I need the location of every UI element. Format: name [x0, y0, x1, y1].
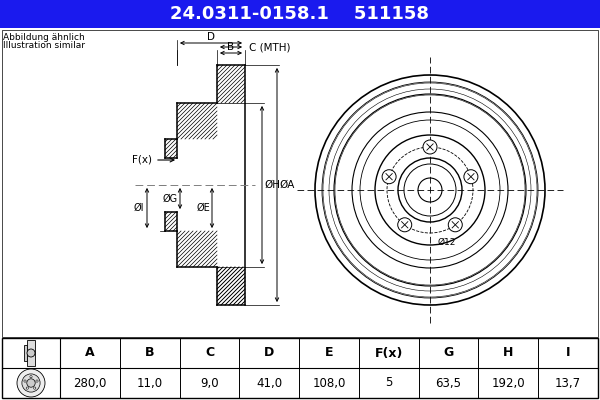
Text: B: B	[145, 346, 154, 360]
Bar	[165, 212, 177, 231]
Text: A: A	[85, 346, 95, 360]
Bar	[165, 139, 177, 158]
Text: 192,0: 192,0	[491, 376, 525, 390]
Text: F(x): F(x)	[132, 155, 152, 165]
Text: G: G	[443, 346, 454, 360]
Text: ØA: ØA	[279, 180, 295, 190]
Circle shape	[382, 170, 396, 184]
Circle shape	[26, 387, 28, 389]
Bar	[217, 65, 245, 103]
Text: Abbildung ähnlich: Abbildung ähnlich	[3, 32, 85, 42]
Text: I: I	[566, 346, 571, 360]
Text: C (MTH): C (MTH)	[249, 42, 290, 52]
Circle shape	[398, 218, 412, 232]
Bar	[0, 0, 600, 28]
Text: 63,5: 63,5	[436, 376, 461, 390]
Bar	[165, 158, 177, 212]
Circle shape	[36, 380, 38, 382]
Text: ØI: ØI	[133, 203, 144, 213]
Circle shape	[315, 75, 545, 305]
Text: 13,7: 13,7	[555, 376, 581, 390]
Text: Ø12: Ø12	[438, 238, 457, 247]
Text: 9,0: 9,0	[200, 376, 219, 390]
Circle shape	[27, 349, 35, 357]
Circle shape	[30, 376, 32, 378]
Text: D: D	[264, 346, 274, 360]
Bar	[217, 267, 245, 305]
Text: 5: 5	[385, 376, 392, 390]
Text: 11,0: 11,0	[137, 376, 163, 390]
Text: ØG: ØG	[163, 194, 178, 204]
Text: H: H	[503, 346, 514, 360]
Text: F(x): F(x)	[374, 346, 403, 360]
Text: Illustration similar: Illustration similar	[3, 42, 85, 50]
Bar	[177, 103, 217, 139]
Text: D: D	[207, 32, 215, 42]
Circle shape	[448, 218, 462, 232]
Text: 280,0: 280,0	[73, 376, 107, 390]
Bar	[24, 345, 27, 361]
Bar	[177, 231, 217, 267]
Circle shape	[34, 387, 36, 389]
Text: 41,0: 41,0	[256, 376, 282, 390]
Bar	[217, 65, 245, 305]
Text: B: B	[227, 42, 235, 52]
Text: ØE: ØE	[196, 203, 210, 213]
Bar	[2, 30, 598, 337]
Text: 24.0311-0158.1    511158: 24.0311-0158.1 511158	[170, 5, 430, 23]
Text: 108,0: 108,0	[313, 376, 346, 390]
Text: C: C	[205, 346, 214, 360]
Bar	[27, 340, 35, 366]
Bar	[2, 338, 598, 398]
Circle shape	[464, 170, 478, 184]
Circle shape	[27, 379, 35, 387]
Bar	[177, 139, 217, 231]
Circle shape	[17, 369, 45, 397]
Text: E: E	[325, 346, 333, 360]
Circle shape	[24, 380, 26, 382]
Circle shape	[22, 374, 40, 392]
Circle shape	[423, 140, 437, 154]
Text: ØH: ØH	[264, 180, 280, 190]
